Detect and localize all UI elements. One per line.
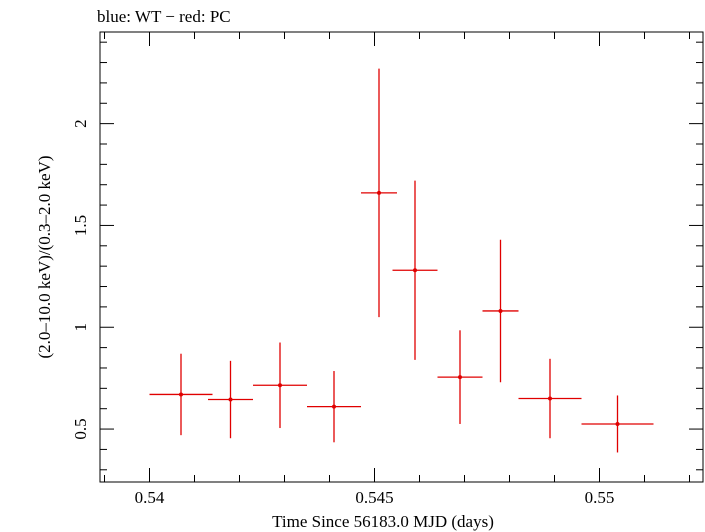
y-tick-label: 1.5 — [71, 215, 90, 236]
data-point — [392, 180, 438, 360]
data-series — [149, 68, 654, 453]
data-point — [307, 371, 361, 443]
x-axis-label: Time Since 56183.0 MJD (days) — [272, 512, 494, 531]
point-marker — [413, 268, 417, 273]
data-point — [361, 68, 397, 318]
point-marker — [498, 308, 503, 313]
point-marker — [228, 397, 233, 402]
point-marker — [458, 375, 462, 380]
data-point — [208, 360, 253, 439]
y-tick-labels: 0.5 1 1.5 2 — [71, 119, 90, 439]
point-marker — [179, 392, 183, 397]
axis-ticks — [100, 32, 703, 482]
y-tick-label: 1 — [71, 323, 90, 332]
plot-frame — [99, 31, 704, 483]
point-marker — [548, 396, 552, 401]
x-tick-labels: 0.54 0.545 0.55 — [135, 488, 615, 507]
y-tick-label: 0.5 — [71, 418, 90, 439]
point-marker — [377, 190, 381, 195]
y-axis-label: (2.0–10.0 keV)/(0.3–2.0 keV) — [35, 155, 54, 358]
point-marker — [332, 404, 336, 409]
data-point — [149, 353, 213, 436]
data-point — [482, 239, 519, 383]
x-tick-label: 0.54 — [135, 488, 165, 507]
x-tick-label: 0.55 — [585, 488, 615, 507]
data-point — [518, 358, 582, 439]
data-point — [437, 330, 483, 424]
y-tick-label: 2 — [71, 119, 90, 128]
chart-title: blue: WT − red: PC — [97, 7, 231, 26]
point-marker — [615, 421, 620, 426]
x-tick-label: 0.545 — [355, 488, 393, 507]
data-point — [253, 342, 307, 429]
data-point — [581, 395, 654, 453]
point-marker — [278, 383, 282, 388]
